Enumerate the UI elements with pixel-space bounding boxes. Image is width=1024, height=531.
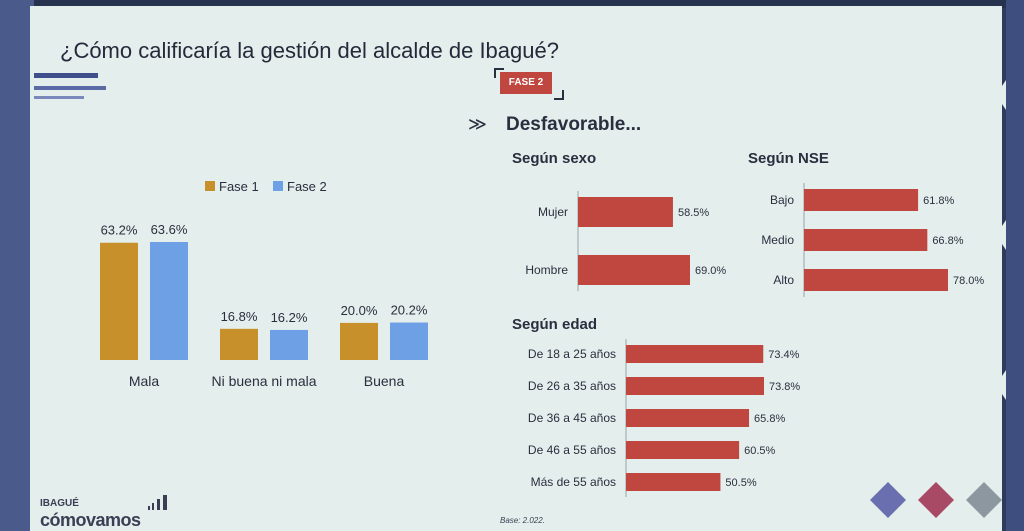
bar-chart-icon xyxy=(148,495,167,510)
bar xyxy=(626,377,764,395)
legend-swatch xyxy=(205,181,215,191)
bar xyxy=(626,409,750,427)
bar xyxy=(220,328,258,360)
data-label: 63.6% xyxy=(151,222,188,237)
decor-diamonds xyxy=(870,482,1002,518)
data-label: 20.2% xyxy=(391,303,428,318)
logo-top-text: IBAGUÉ xyxy=(40,498,79,509)
data-label: 61.8% xyxy=(923,195,954,207)
edad-bar-chart: De 18 a 25 años 73.4% De 26 a 35 años 73.8%… xyxy=(528,339,800,497)
data-label: 69.0% xyxy=(695,265,726,277)
projection-frame-right xyxy=(1006,0,1024,531)
chevron-right-icon: ≫ xyxy=(468,114,487,134)
bar xyxy=(270,329,308,360)
bar xyxy=(626,345,764,363)
projection-frame-left xyxy=(0,0,34,531)
category-label: De 26 a 35 años xyxy=(528,379,616,393)
category-label: Mujer xyxy=(538,205,568,219)
nse-bar-chart: Bajo 61.8% Medio 66.8% Alto 78.0% xyxy=(761,183,984,297)
bar xyxy=(100,242,138,360)
sexo-bar-chart: Mujer 58.5% Hombre 69.0% xyxy=(525,191,726,291)
category-label: Mala xyxy=(129,373,160,389)
projection-frame-top xyxy=(0,0,1024,8)
bar xyxy=(150,242,188,360)
data-label: 58.5% xyxy=(678,207,709,219)
category-label: De 36 a 45 años xyxy=(528,411,616,425)
main-bar-chart: Fase 1 Fase 2 63.2% 63.6% Mala 16.8% 16.2% Ni b… xyxy=(100,179,428,389)
slide-title: ¿Cómo calificaría la gestión del alcalde… xyxy=(60,38,559,63)
legend-swatch xyxy=(273,181,283,191)
category-label: Hombre xyxy=(525,263,568,277)
data-label: 73.4% xyxy=(768,349,799,361)
bar xyxy=(340,322,378,360)
bar xyxy=(578,197,673,227)
decor-stripe xyxy=(34,86,106,90)
category-label: De 18 a 25 años xyxy=(528,347,616,361)
category-label: De 46 a 55 años xyxy=(528,443,616,457)
badge-corner xyxy=(554,90,564,100)
bar xyxy=(626,441,740,459)
decor-arrows xyxy=(996,80,1006,400)
data-label: 65.8% xyxy=(754,413,785,425)
bar xyxy=(390,322,428,360)
logo-bottom-text: cómovamos xyxy=(40,510,141,530)
decor-stripe xyxy=(34,96,84,99)
bar xyxy=(804,269,948,291)
category-label: Más de 55 años xyxy=(531,475,616,489)
legend-label: Fase 2 xyxy=(287,179,327,194)
data-label: 60.5% xyxy=(744,445,775,457)
section-title-sexo: Según sexo xyxy=(512,150,597,167)
data-label: 66.8% xyxy=(932,235,963,247)
data-label: 16.2% xyxy=(271,310,308,325)
category-label: Bajo xyxy=(770,193,794,207)
data-label: 50.5% xyxy=(725,477,756,489)
category-label: Ni buena ni mala xyxy=(211,373,316,389)
bar xyxy=(804,229,928,251)
data-label: 73.8% xyxy=(769,381,800,393)
category-label: Buena xyxy=(364,373,405,389)
data-label: 20.0% xyxy=(341,303,378,318)
phase-badge: FASE 2 xyxy=(500,72,552,94)
bar xyxy=(626,473,721,491)
decor-stripe xyxy=(34,73,98,78)
badge-corner xyxy=(494,68,504,78)
bar xyxy=(804,189,919,211)
category-label: Medio xyxy=(761,233,794,247)
subheading: Desfavorable... xyxy=(506,114,642,135)
category-label: Alto xyxy=(773,273,794,287)
section-title-edad: Según edad xyxy=(512,316,598,333)
data-label: 78.0% xyxy=(953,275,984,287)
legend-label: Fase 1 xyxy=(219,179,259,194)
section-title-nse: Según NSE xyxy=(748,150,829,167)
bar xyxy=(578,255,690,285)
data-label: 16.8% xyxy=(221,309,258,324)
data-label: 63.2% xyxy=(101,223,138,238)
footer-note: Base: 2.022. xyxy=(500,516,545,525)
